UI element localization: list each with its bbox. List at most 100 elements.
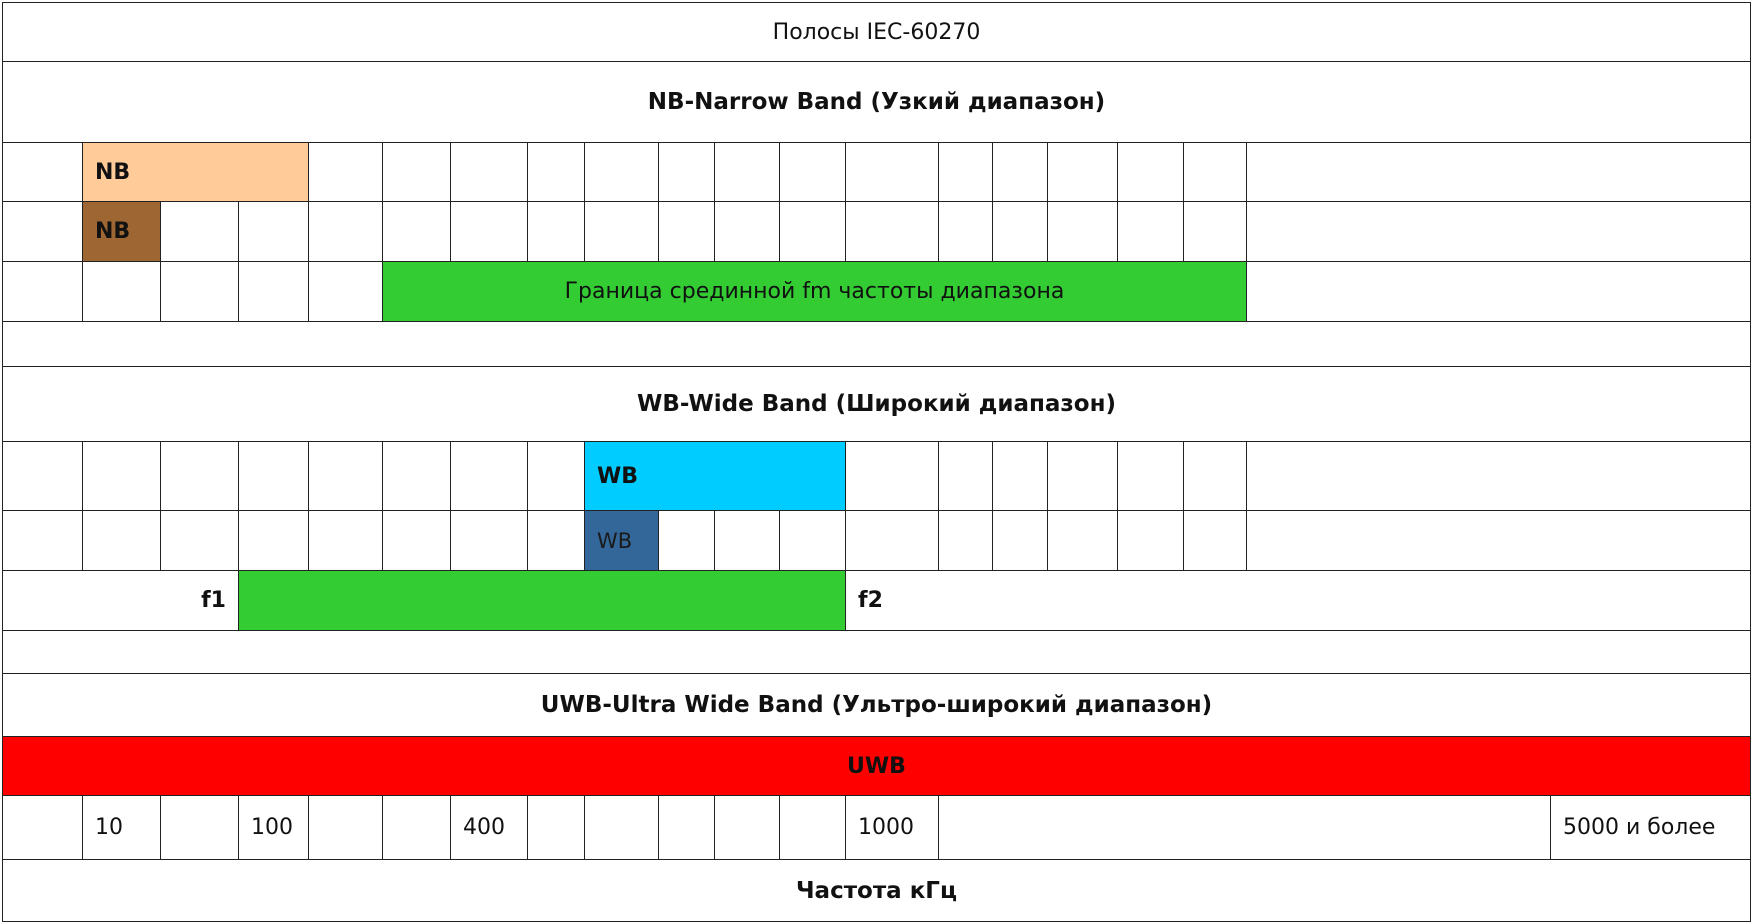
spacer-row [2,321,1751,367]
grid-cell [938,510,993,571]
nb-bar-dark: NB [82,201,161,262]
frequency-tick-label: 5000 и более [1550,795,1751,860]
grid-cell [160,261,239,322]
grid-cell [845,201,939,262]
grid-cell [160,201,239,262]
grid-cell [779,795,846,860]
grid-cell [82,261,161,322]
grid-cell [938,142,993,202]
grid-cell [1047,441,1118,511]
grid-cell [714,142,780,202]
grid-cell [1246,510,1751,571]
grid-cell [2,441,83,511]
f1-label: f1 [2,570,239,631]
grid-cell [308,795,383,860]
grid-cell [992,510,1048,571]
grid-cell [2,142,83,202]
grid-cell [1117,510,1184,571]
grid-cell [238,441,309,511]
frequency-tick-label: 100 [238,795,309,860]
grid-cell [2,795,83,860]
grid-cell [160,510,239,571]
grid-cell [238,261,309,322]
grid-cell [238,510,309,571]
grid-cell [1183,142,1247,202]
grid-cell [450,441,528,511]
grid-cell [308,142,383,202]
grid-cell [382,510,451,571]
grid-cell [1246,261,1751,322]
grid-cell [779,510,846,571]
grid-cell [527,510,585,571]
grid-cell [779,142,846,202]
grid-cell [382,201,451,262]
grid-cell [938,441,993,511]
grid-cell [1117,441,1184,511]
grid-cell [527,795,585,860]
axis-label: Частота кГц [2,859,1751,922]
grid-cell [938,795,1551,860]
grid-cell [992,201,1048,262]
grid-cell [1246,441,1751,511]
grid-cell [2,510,83,571]
grid-cell [845,510,939,571]
nb-section-header: NB-Narrow Band (Узкий диапазон) [2,61,1751,143]
grid-cell [584,795,659,860]
grid-cell [714,201,780,262]
f2-label: f2 [845,570,1751,631]
uwb-bar: UWB [2,736,1751,796]
grid-cell [382,142,451,202]
grid-cell [2,261,83,322]
grid-cell [845,441,939,511]
grid-cell [1246,142,1751,202]
grid-cell [382,795,451,860]
grid-cell [527,142,585,202]
grid-cell [1047,201,1118,262]
frequency-tick-label: 400 [450,795,528,860]
grid-cell [845,142,939,202]
grid-cell [1183,510,1247,571]
grid-cell [1117,142,1184,202]
nb-midfrequency-range-bar: Граница срединной fm частоты диапазона [382,261,1247,322]
grid-cell [658,201,715,262]
grid-cell [584,201,659,262]
grid-cell [1246,201,1751,262]
grid-cell [308,441,383,511]
grid-cell [714,510,780,571]
grid-cell [1183,441,1247,511]
grid-cell [450,142,528,202]
grid-cell [82,441,161,511]
grid-cell [238,201,309,262]
grid-cell [527,201,585,262]
grid-cell [160,795,239,860]
grid-cell [658,795,715,860]
frequency-tick-label: 10 [82,795,161,860]
grid-cell [584,142,659,202]
wb-frequency-range-bar [238,570,846,631]
grid-cell [1047,142,1118,202]
grid-cell [160,441,239,511]
grid-cell [938,201,993,262]
grid-cell [992,441,1048,511]
spacer-row [2,630,1751,674]
grid-cell [450,201,528,262]
grid-cell [992,142,1048,202]
wb-section-header: WB-Wide Band (Широкий диапазон) [2,366,1751,442]
grid-cell [779,201,846,262]
grid-cell [658,510,715,571]
grid-cell [2,201,83,262]
grid-cell [450,510,528,571]
grid-cell [382,441,451,511]
grid-cell [308,261,383,322]
grid-cell [1183,201,1247,262]
uwb-section-header: UWB-Ultra Wide Band (Ультро-широкий диап… [2,673,1751,737]
grid-cell [82,510,161,571]
page-title: Полосы IEC-60270 [2,2,1751,62]
grid-cell [658,142,715,202]
grid-cell [308,201,383,262]
grid-cell [1117,201,1184,262]
nb-bar-light: NB [82,142,309,202]
grid-cell [308,510,383,571]
grid-cell [1047,510,1118,571]
